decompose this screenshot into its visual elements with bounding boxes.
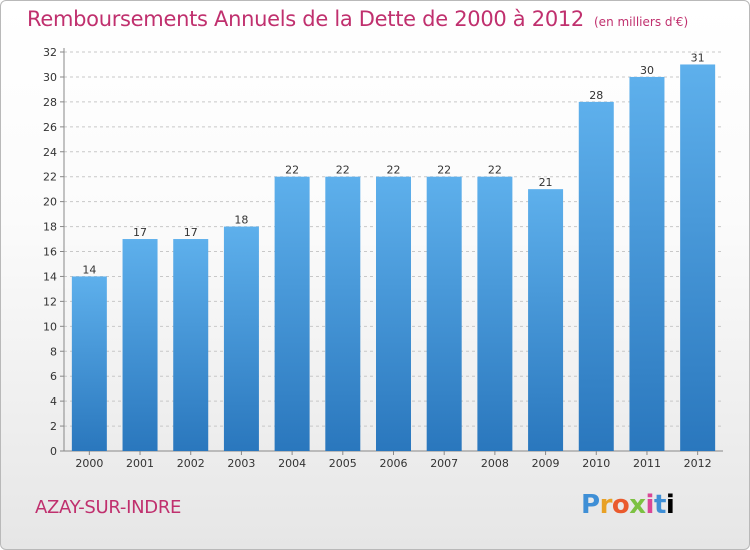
data-label: 22 bbox=[336, 164, 350, 177]
data-label: 22 bbox=[285, 164, 299, 177]
logo-letter: t bbox=[653, 490, 666, 520]
data-label: 22 bbox=[437, 164, 451, 177]
bar bbox=[629, 76, 665, 451]
bars bbox=[71, 64, 716, 451]
y-tick-label: 24 bbox=[43, 146, 57, 159]
data-label: 17 bbox=[133, 226, 147, 239]
x-tick-label: 2000 bbox=[75, 457, 103, 470]
x-tick-label: 2008 bbox=[481, 457, 509, 470]
y-tick-label: 0 bbox=[50, 445, 57, 458]
x-tick-label: 2012 bbox=[684, 457, 712, 470]
logo-letter: P bbox=[581, 490, 600, 520]
x-tick-label: 2009 bbox=[532, 457, 560, 470]
bar bbox=[325, 176, 361, 451]
y-tick-label: 8 bbox=[50, 345, 57, 358]
bar bbox=[173, 239, 209, 451]
x-tick-label: 2010 bbox=[582, 457, 610, 470]
data-label: 21 bbox=[539, 176, 553, 189]
y-tick-label: 6 bbox=[50, 370, 57, 383]
bar bbox=[578, 101, 614, 451]
data-label: 22 bbox=[387, 164, 401, 177]
y-tick-label: 20 bbox=[43, 196, 57, 209]
bar bbox=[528, 189, 564, 451]
data-label: 14 bbox=[82, 263, 96, 276]
x-tick-label: 2007 bbox=[430, 457, 458, 470]
chart-unit: (en milliers d'€) bbox=[594, 15, 689, 29]
data-label: 28 bbox=[589, 89, 603, 102]
y-tick-label: 10 bbox=[43, 320, 57, 333]
chart-title: Remboursements Annuels de la Dette de 20… bbox=[27, 7, 688, 31]
data-label: 18 bbox=[234, 214, 248, 227]
y-tick-label: 12 bbox=[43, 295, 57, 308]
logo-letter: x bbox=[629, 490, 646, 520]
x-tick-label: 2005 bbox=[329, 457, 357, 470]
x-tick-label: 2006 bbox=[380, 457, 408, 470]
bar bbox=[426, 176, 462, 451]
y-tick-label: 32 bbox=[43, 46, 57, 59]
data-label: 30 bbox=[640, 64, 654, 77]
bar bbox=[274, 176, 310, 451]
bar bbox=[71, 276, 107, 451]
x-tick-label: 2002 bbox=[177, 457, 205, 470]
chart-title-text: Remboursements Annuels de la Dette de 20… bbox=[27, 7, 584, 31]
bar bbox=[376, 176, 411, 451]
x-tick-label: 2011 bbox=[633, 457, 661, 470]
logo-letter: i bbox=[665, 490, 675, 520]
x-tick-label: 2001 bbox=[126, 457, 154, 470]
y-tick-label: 30 bbox=[43, 71, 57, 84]
bar bbox=[223, 226, 259, 451]
labels: 0246810121416182022242628303214200017200… bbox=[43, 46, 712, 470]
y-tick-label: 22 bbox=[43, 171, 57, 184]
y-tick-label: 28 bbox=[43, 96, 57, 109]
x-tick-label: 2004 bbox=[278, 457, 306, 470]
proxiti-logo[interactable]: Proxiti bbox=[581, 490, 675, 520]
bar bbox=[477, 176, 513, 451]
y-tick-label: 2 bbox=[50, 420, 57, 433]
data-label: 17 bbox=[184, 226, 198, 239]
y-tick-label: 16 bbox=[43, 246, 57, 259]
x-tick-label: 2003 bbox=[227, 457, 255, 470]
y-tick-label: 14 bbox=[43, 270, 57, 283]
data-label: 31 bbox=[691, 51, 705, 64]
y-tick-label: 4 bbox=[50, 395, 57, 408]
logo-letter: r bbox=[599, 490, 613, 520]
y-tick-label: 18 bbox=[43, 221, 57, 234]
data-label: 22 bbox=[488, 164, 502, 177]
y-tick-label: 26 bbox=[43, 121, 57, 134]
logo-letter: i bbox=[645, 490, 655, 520]
town-name: AZAY-SUR-INDRE bbox=[35, 497, 182, 518]
bar bbox=[680, 64, 716, 451]
bar bbox=[122, 239, 158, 451]
logo-letter: o bbox=[611, 490, 630, 520]
